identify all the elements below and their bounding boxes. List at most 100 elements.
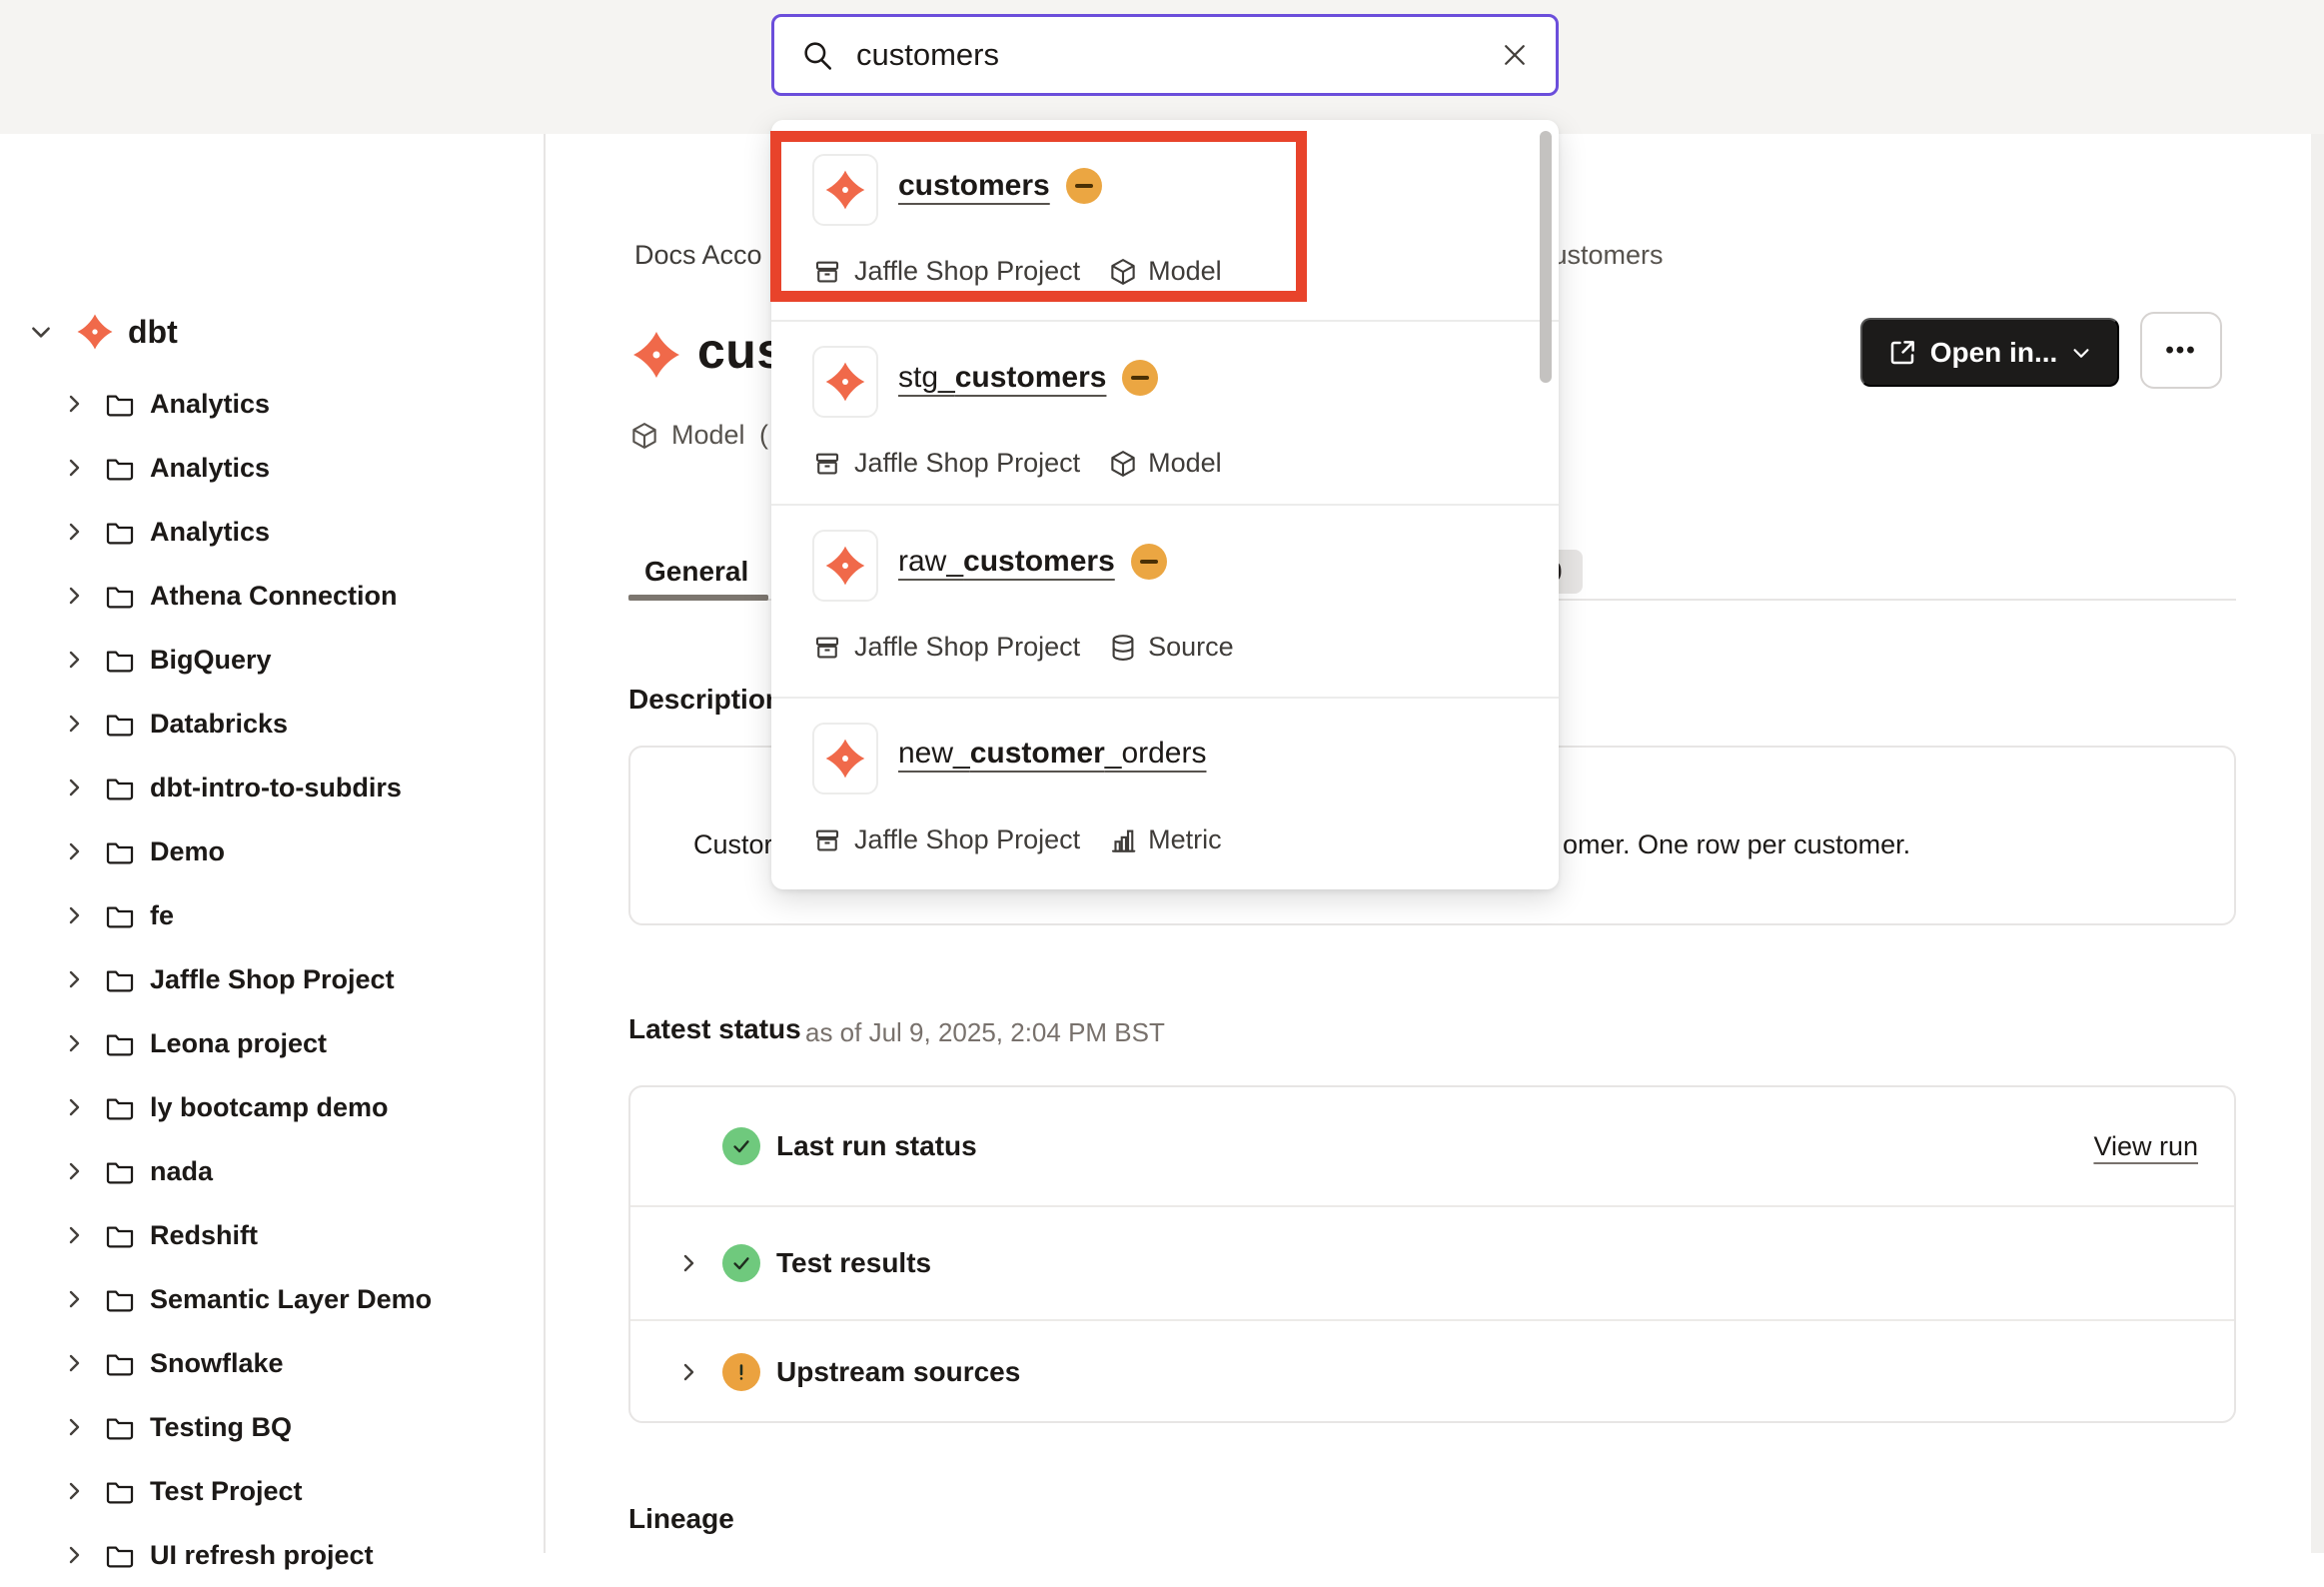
description-text-fragment-left: Custor xyxy=(693,829,773,859)
model-cube-icon xyxy=(632,422,656,449)
chevron-right-icon xyxy=(69,779,80,796)
folder-icon xyxy=(106,779,134,800)
view-run-link[interactable]: View run xyxy=(2093,1130,2198,1161)
description-heading: Description xyxy=(628,684,783,715)
result-name-link[interactable]: stg_customers xyxy=(898,361,1106,395)
sidebar-item-demo[interactable]: Demo xyxy=(0,819,544,883)
folder-icon xyxy=(106,1162,134,1184)
active-tab-underline xyxy=(628,595,768,601)
resource-type-label: Model xyxy=(671,420,745,450)
sidebar-item-label: Athena Connection xyxy=(150,580,398,611)
dbt-logo-icon xyxy=(77,314,113,350)
metric-chart-icon xyxy=(1112,829,1136,852)
chevron-down-icon xyxy=(32,327,50,338)
sidebar-item-ly-bootcamp-demo[interactable]: ly bootcamp demo xyxy=(0,1075,544,1139)
page-scrollbar[interactable] xyxy=(2311,134,2324,1553)
sidebar-item-label: ly bootcamp demo xyxy=(150,1091,389,1122)
tab-general[interactable]: General xyxy=(644,556,749,587)
sidebar-item-testing-bq[interactable]: Testing BQ xyxy=(0,1395,544,1459)
last-run-status-row: Last run status View run xyxy=(630,1087,2234,1205)
sidebar-item-nada[interactable]: nada xyxy=(0,1139,544,1203)
close-icon[interactable] xyxy=(1500,40,1530,70)
sidebar-item-label: Redshift xyxy=(150,1219,258,1250)
result-name-link[interactable]: customers xyxy=(898,169,1050,203)
sidebar-item-dbt-root[interactable]: dbt xyxy=(0,300,544,364)
status-row-label: Test results xyxy=(776,1247,932,1278)
result-type-label: Metric xyxy=(1148,824,1222,854)
sidebar-item-dbt-intro-to-subdirs[interactable]: dbt-intro-to-subdirs xyxy=(0,756,544,819)
open-in-button[interactable]: Open in... xyxy=(1860,318,2119,387)
more-actions-button[interactable]: ••• xyxy=(2140,312,2222,389)
result-type-label: Model xyxy=(1148,448,1222,478)
success-check-icon xyxy=(722,1244,760,1282)
breadcrumb[interactable]: Docs Acco xyxy=(634,240,762,270)
sidebar-item-fe[interactable]: fe xyxy=(0,883,544,947)
folder-icon xyxy=(106,1418,134,1440)
folder-icon xyxy=(106,1226,134,1248)
search-result-stg-customers[interactable]: stg_customers Jaffle Shop Project Model xyxy=(771,320,1559,504)
page-title: cus xyxy=(697,323,785,379)
chevron-right-icon xyxy=(69,842,80,860)
verified-badge-icon xyxy=(1122,360,1159,396)
project-drawer-icon xyxy=(815,261,839,282)
search-results-dropdown: customers Jaffle Shop Project Model stg_… xyxy=(771,120,1559,889)
sidebar-item-jaffle-shop-project[interactable]: Jaffle Shop Project xyxy=(0,947,544,1011)
sidebar-project-list: Analytics Analytics Analytics Athena Con… xyxy=(0,372,544,1587)
result-name-prefix: raw_ xyxy=(898,545,964,578)
ellipsis-icon: ••• xyxy=(2165,336,2197,364)
result-project-label: Jaffle Shop Project xyxy=(854,632,1081,662)
search-bar[interactable]: customers xyxy=(771,14,1559,96)
dropdown-scrollbar-thumb[interactable] xyxy=(1540,131,1552,383)
sidebar-item-athena-connection[interactable]: Athena Connection xyxy=(0,564,544,628)
sidebar-item-bigquery[interactable]: BigQuery xyxy=(0,628,544,692)
sidebar-item-test-project[interactable]: Test Project xyxy=(0,1459,544,1523)
folder-icon xyxy=(106,587,134,609)
model-cube-icon xyxy=(1111,258,1135,285)
chevron-right-icon xyxy=(69,715,80,733)
sidebar-item-semantic-layer-demo[interactable]: Semantic Layer Demo xyxy=(0,1267,544,1331)
dbt-logo-icon xyxy=(812,530,878,602)
folder-icon xyxy=(106,906,134,928)
sidebar-item-analytics-3[interactable]: Analytics xyxy=(0,500,544,564)
sidebar-item-leona-project[interactable]: Leona project xyxy=(0,1011,544,1075)
sidebar-item-label: Analytics xyxy=(150,452,271,483)
sidebar-item-label: fe xyxy=(150,899,175,930)
result-name-link[interactable]: new_customer_orders xyxy=(898,737,1206,771)
sidebar-item-label: Analytics xyxy=(150,388,271,419)
sidebar-item-label: Jaffle Shop Project xyxy=(150,963,395,994)
search-input[interactable]: customers xyxy=(856,37,999,72)
search-result-new-customer-orders[interactable]: new_customer_orders Jaffle Shop Project … xyxy=(771,697,1559,889)
sidebar-item-ui-refresh-project[interactable]: UI refresh project xyxy=(0,1523,544,1587)
sidebar-item-label: BigQuery xyxy=(150,644,272,675)
chevron-right-icon xyxy=(683,1254,694,1272)
dbt-logo-icon xyxy=(812,154,878,226)
folder-icon xyxy=(106,1482,134,1504)
upstream-sources-row[interactable]: Upstream sources xyxy=(630,1319,2234,1421)
project-tree-sidebar: dbt Analytics Analytics Analytics Athena… xyxy=(0,134,546,1570)
sidebar-item-analytics-2[interactable]: Analytics xyxy=(0,436,544,500)
result-type-label: Model xyxy=(1148,256,1222,286)
result-name-link[interactable]: raw_customers xyxy=(898,545,1115,579)
source-database-icon xyxy=(1112,634,1134,661)
chevron-down-icon xyxy=(2073,348,2089,358)
description-text-fragment-right: omer. One row per customer. xyxy=(1563,829,1911,859)
project-drawer-icon xyxy=(815,829,839,850)
verified-badge-icon xyxy=(1065,168,1102,204)
sidebar-item-label: Snowflake xyxy=(150,1347,284,1378)
chevron-right-icon xyxy=(69,459,80,477)
sidebar-item-redshift[interactable]: Redshift xyxy=(0,1203,544,1267)
chevron-right-icon xyxy=(69,1226,80,1244)
model-path-fragment: ( xyxy=(759,420,768,450)
search-icon xyxy=(804,42,832,70)
folder-icon xyxy=(106,651,134,673)
search-result-raw-customers[interactable]: raw_customers Jaffle Shop Project Source xyxy=(771,504,1559,697)
sidebar-item-analytics-1[interactable]: Analytics xyxy=(0,372,544,436)
status-row-label: Last run status xyxy=(776,1130,977,1161)
folder-icon xyxy=(106,459,134,481)
sidebar-item-snowflake[interactable]: Snowflake xyxy=(0,1331,544,1395)
search-result-customers[interactable]: customers Jaffle Shop Project Model xyxy=(771,130,1559,320)
dbt-logo-icon xyxy=(812,346,878,418)
sidebar-item-databricks[interactable]: Databricks xyxy=(0,692,544,756)
chevron-right-icon xyxy=(69,906,80,924)
test-results-row[interactable]: Test results xyxy=(630,1205,2234,1319)
